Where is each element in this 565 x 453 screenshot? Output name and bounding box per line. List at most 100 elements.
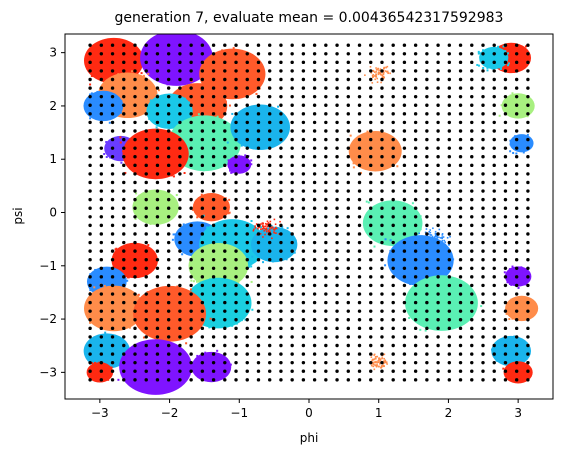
sample-point bbox=[178, 366, 181, 369]
sample-point bbox=[118, 151, 121, 154]
sample-point bbox=[383, 224, 386, 227]
sample-point bbox=[148, 250, 151, 253]
sample-point bbox=[390, 212, 393, 215]
sample-point bbox=[365, 156, 368, 159]
sample-point bbox=[165, 104, 168, 107]
sample-point bbox=[221, 150, 224, 153]
sample-point bbox=[89, 273, 92, 276]
sample-point bbox=[404, 231, 407, 234]
sample-point bbox=[119, 315, 122, 318]
sample-point bbox=[167, 108, 170, 111]
sample-point bbox=[159, 133, 162, 136]
sample-point bbox=[127, 46, 130, 49]
sample-point bbox=[158, 198, 161, 201]
sample-point bbox=[250, 265, 253, 268]
sample-point bbox=[228, 312, 231, 315]
sample-point bbox=[200, 134, 203, 137]
sample-point bbox=[92, 376, 95, 379]
sample-point bbox=[354, 142, 357, 145]
sample-point bbox=[408, 220, 411, 223]
chart-title: generation 7, evaluate mean = 0.00436542… bbox=[115, 10, 504, 26]
sample-point bbox=[205, 282, 208, 285]
sample-point bbox=[159, 362, 162, 365]
sample-point bbox=[229, 288, 232, 291]
sample-point bbox=[117, 148, 120, 151]
sample-point bbox=[192, 227, 195, 230]
sample-point bbox=[203, 111, 206, 114]
sample-point bbox=[213, 373, 216, 376]
sample-point bbox=[196, 47, 199, 50]
sample-point bbox=[101, 350, 104, 353]
sample-point bbox=[120, 259, 123, 262]
sample-point bbox=[433, 262, 436, 265]
sample-point bbox=[238, 134, 241, 137]
sample-point bbox=[453, 282, 456, 285]
sample-point bbox=[180, 59, 183, 62]
sample-point bbox=[211, 57, 214, 60]
sample-point bbox=[225, 227, 228, 230]
sample-point bbox=[182, 223, 185, 226]
sample-point bbox=[95, 116, 98, 119]
sample-point bbox=[373, 161, 376, 164]
sample-point bbox=[239, 62, 242, 65]
sample-point bbox=[183, 239, 186, 242]
sample-point bbox=[245, 244, 248, 247]
sample-point bbox=[89, 57, 92, 60]
sample-point bbox=[182, 55, 185, 58]
sample-point bbox=[106, 342, 109, 345]
sample-point bbox=[427, 302, 430, 305]
sample-point bbox=[213, 204, 216, 207]
sample-point bbox=[163, 360, 166, 363]
sample-point bbox=[231, 71, 234, 74]
sample-point bbox=[194, 55, 197, 58]
sample-point bbox=[243, 118, 246, 121]
sample-point bbox=[255, 114, 258, 117]
sample-point bbox=[256, 136, 259, 139]
sample-point bbox=[101, 280, 104, 283]
sample-point bbox=[244, 136, 247, 139]
sample-point bbox=[192, 237, 195, 240]
sample-point bbox=[206, 126, 209, 129]
sample-point bbox=[154, 203, 157, 206]
sample-point bbox=[173, 79, 176, 82]
sample-point bbox=[202, 55, 205, 58]
sample-point bbox=[426, 303, 429, 306]
sample-point bbox=[243, 248, 246, 251]
sample-point bbox=[228, 311, 231, 314]
sample-point bbox=[192, 100, 195, 103]
sample-point bbox=[148, 330, 151, 333]
sample-point bbox=[149, 44, 152, 47]
sample-point bbox=[202, 144, 205, 147]
sample-point bbox=[221, 77, 224, 80]
sample-point bbox=[105, 372, 108, 375]
sample-point bbox=[185, 246, 188, 249]
sample-point bbox=[105, 283, 108, 286]
sample-point bbox=[174, 54, 177, 57]
sample-point bbox=[437, 307, 440, 310]
sample-point bbox=[217, 80, 220, 83]
sample-point bbox=[117, 144, 120, 147]
sample-point bbox=[156, 116, 159, 119]
sample-point bbox=[158, 109, 161, 112]
sample-point bbox=[134, 210, 137, 213]
sample-point bbox=[235, 322, 238, 325]
sample-point bbox=[228, 141, 231, 144]
sample-point bbox=[165, 60, 168, 63]
sample-point bbox=[149, 360, 152, 363]
sample-point bbox=[392, 228, 395, 231]
sample-point bbox=[176, 308, 179, 311]
sample-point bbox=[124, 56, 127, 59]
sample-point bbox=[90, 367, 93, 370]
sample-point bbox=[253, 76, 256, 79]
sample-point bbox=[107, 107, 110, 110]
sample-point bbox=[229, 270, 232, 273]
sample-point bbox=[252, 119, 255, 122]
sample-point bbox=[231, 164, 234, 167]
sample-point bbox=[101, 59, 104, 62]
sample-point bbox=[400, 222, 403, 225]
sample-point bbox=[148, 364, 151, 367]
cluster bbox=[199, 47, 270, 100]
sample-point bbox=[439, 265, 442, 268]
sample-point bbox=[170, 57, 173, 60]
sample-point bbox=[210, 371, 213, 374]
